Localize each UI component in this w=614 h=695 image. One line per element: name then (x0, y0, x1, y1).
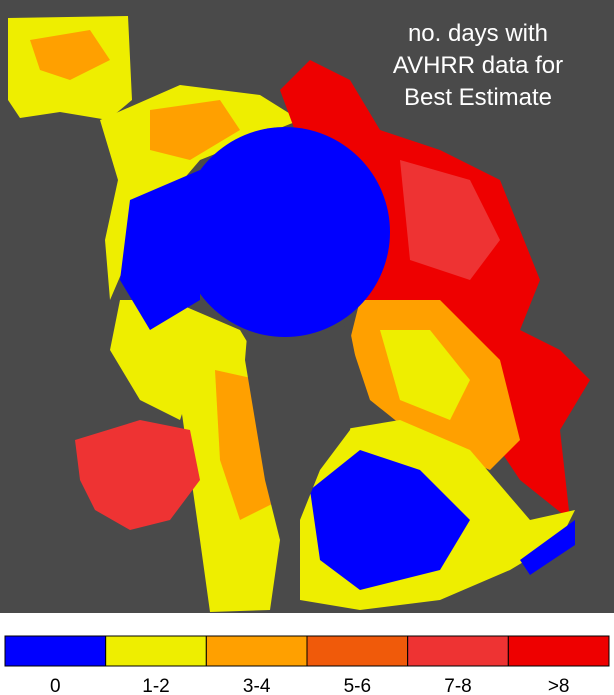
region (75, 420, 200, 530)
region (150, 100, 240, 160)
region (30, 30, 110, 80)
title-line: no. days with (408, 20, 548, 47)
legend-label: 3-4 (243, 676, 271, 695)
title-line: Best Estimate (404, 84, 552, 111)
legend-swatch (4, 635, 107, 667)
legend-label: 7-8 (444, 676, 471, 695)
legend-swatch (105, 635, 207, 667)
legend-label: 1-2 (142, 676, 169, 695)
greenland (245, 300, 360, 540)
map (8, 16, 590, 612)
title-line: AVHRR data for (393, 52, 563, 79)
legend: 0 1-2 3-4 5-6 7-8 >8 (4, 635, 610, 695)
region (120, 170, 200, 330)
legend-swatch (507, 635, 610, 667)
region (400, 160, 500, 280)
legend-label: >8 (548, 676, 570, 695)
legend-label: 5-6 (344, 676, 371, 695)
legend-swatch (306, 635, 409, 667)
region (310, 450, 470, 590)
region (110, 300, 200, 420)
legend-label: 0 (50, 676, 61, 695)
region (180, 127, 390, 337)
region (520, 520, 575, 575)
region (380, 330, 470, 420)
legend-swatch (407, 635, 509, 667)
legend-swatch (205, 635, 308, 667)
